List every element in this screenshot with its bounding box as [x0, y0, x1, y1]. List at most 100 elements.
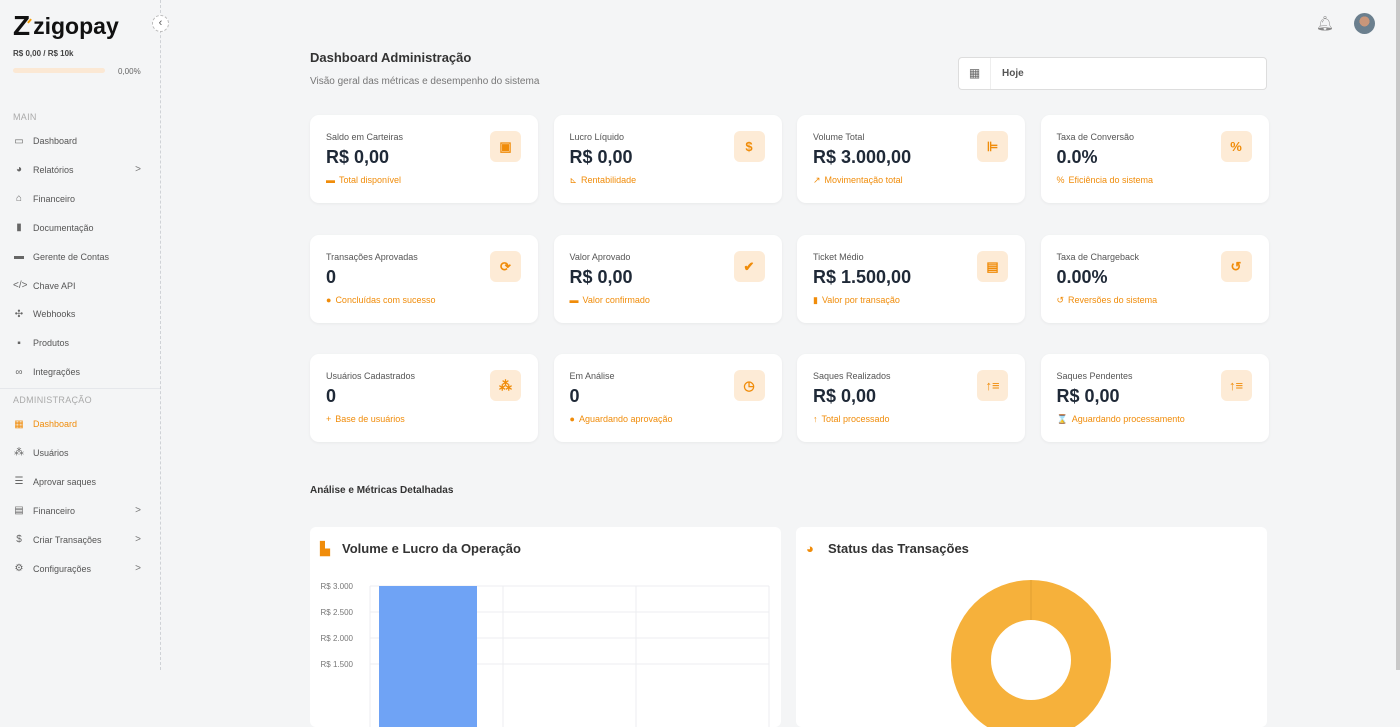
stat-card: Saldo em Carteiras R$ 0,00 ▬ Total dispon… — [310, 115, 538, 203]
percent-icon: % — [1220, 131, 1252, 162]
sidebar-item-label: Gerente de Contas — [33, 251, 110, 262]
sidebar-item-label: Documentação — [33, 222, 94, 233]
sidebar-item-financeiro[interactable]: ▤ Financeiro > — [13, 501, 148, 521]
sort-up-icon: ↑≡ — [1220, 370, 1252, 401]
sidebar-item-criar-transa-es[interactable]: $ Criar Transações > — [13, 530, 148, 550]
bell-icon[interactable]: 🔔︎ — [1316, 15, 1334, 31]
sidebar-item-usu-rios[interactable]: ⁂ Usuários — [13, 443, 148, 463]
stat-value: R$ 0,00 — [813, 386, 877, 406]
stat-card: Saques Realizados R$ 0,00 ↑ Total process… — [797, 354, 1025, 442]
stat-value: 0.00% — [1056, 266, 1108, 287]
bar — [379, 586, 477, 727]
sidebar-item-label: Webhooks — [33, 309, 76, 320]
calculator-icon: ▤ — [14, 505, 24, 517]
footer-icon: ↗ — [813, 175, 821, 185]
stat-value: R$ 0,00 — [326, 147, 390, 167]
box-icon: ▪ — [17, 337, 21, 349]
sidebar-item-financeiro[interactable]: ⌂ Financeiro — [13, 189, 148, 209]
stat-card: Usuários Cadastrados 0 + Base de usuários… — [310, 354, 538, 442]
footer-icon: ▬ — [569, 294, 579, 305]
users-icon: ⁂ — [490, 370, 521, 401]
chart-title: Volume e Lucro da Operação — [342, 541, 521, 556]
stat-footer: ▬ Total disponível — [326, 175, 401, 185]
checklist-icon: ☰ — [14, 476, 24, 488]
sidebar-item-label: Chave API — [33, 280, 76, 291]
collapse-sidebar-button[interactable]: ‹ — [152, 15, 169, 32]
stat-footer: ↑ Total processado — [813, 414, 890, 424]
gear-icon: ⚙ — [14, 563, 24, 574]
sidebar-item-webhooks[interactable]: ✣ Webhooks — [13, 304, 148, 324]
page-title: Dashboard Administração — [310, 50, 472, 65]
stat-value: R$ 0,00 — [1056, 386, 1120, 406]
stat-card: Saques Pendentes R$ 0,00 ⌛ Aguardando pro… — [1040, 354, 1269, 442]
sidebar-item-label: Dashboard — [33, 419, 78, 429]
stat-card: Ticket Médio R$ 1.500,00 ▮ Valor por tran… — [797, 234, 1025, 323]
stat-footer-text: Reversões do sistema — [1068, 294, 1158, 305]
sidebar-item-aprovar-saques[interactable]: ☰ Aprovar saques — [13, 472, 148, 492]
sidebar-item-integra-es[interactable]: ∞ Integrações — [13, 362, 148, 382]
y-tick-label: R$ 2.000 — [321, 634, 354, 643]
pie-chart-icon: ◕ — [15, 164, 23, 176]
dollar-icon: $ — [733, 131, 765, 162]
footer-icon: ⊾ — [569, 175, 578, 185]
stat-footer-text: Eficiência do sistema — [1068, 175, 1154, 185]
stat-title: Transações Aprovadas — [326, 251, 418, 262]
stat-card: Transações Aprovadas 0 ● Concluídas com s… — [310, 234, 538, 323]
footer-icon: ▬ — [326, 175, 335, 185]
stat-card: Valor Aprovado R$ 0,00 ▬ Valor confirmado… — [553, 234, 782, 323]
stat-footer: ● Concluídas com sucesso — [326, 295, 435, 305]
stat-card: Lucro Líquido R$ 0,00 ⊾ Rentabilidade $ — [553, 115, 782, 203]
stat-title: Em Análise — [569, 371, 615, 381]
section-main: MAIN — [13, 112, 37, 122]
stat-footer-text: Valor por transação — [821, 294, 900, 305]
stat-title: Saldo em Carteiras — [326, 132, 404, 142]
stat-title: Saques Realizados — [813, 371, 891, 381]
footer-icon: ↑ — [813, 414, 818, 424]
stat-footer-text: Base de usuários — [335, 414, 405, 424]
stat-title: Volume Total — [813, 132, 865, 142]
stat-value: R$ 0,00 — [569, 147, 633, 167]
sidebar-item-label: Dashboard — [33, 136, 78, 146]
brand-name: zigopay — [33, 12, 119, 39]
sidebar-item-configura-es[interactable]: ⚙ Configurações > — [13, 559, 148, 579]
monitor-icon: ▭ — [14, 135, 24, 147]
footer-icon: ● — [326, 294, 332, 305]
y-tick-label: R$ 2.500 — [321, 608, 354, 617]
sidebar-item-dashboard[interactable]: ▦ Dashboard — [13, 414, 148, 434]
donut-chart — [951, 580, 1111, 727]
webhook-icon: ✣ — [14, 308, 24, 320]
sidebar-item-produtos[interactable]: ▪ Produtos — [13, 333, 148, 353]
dashboard-icon: ▦ — [14, 418, 24, 430]
sidebar-item-label: Relatórios — [33, 164, 74, 175]
stat-footer-text: Rentabilidade — [581, 175, 637, 185]
stat-card: Volume Total R$ 3.000,00 ↗ Movimentação t… — [797, 115, 1025, 203]
stat-value: R$ 1.500,00 — [813, 266, 912, 287]
avatar[interactable] — [1354, 13, 1375, 34]
sidebar-item-dashboard[interactable]: ▭ Dashboard — [13, 131, 148, 151]
sidebar-item-label: Integrações — [33, 367, 81, 378]
stat-footer: + Base de usuários — [326, 414, 405, 424]
limit-progress-bar — [13, 68, 105, 73]
section-title: Análise e Métricas Detalhadas — [310, 485, 454, 496]
receipt-icon: ▤ — [977, 250, 1008, 282]
sidebar-item-gerente-de-contas[interactable]: ▬ Gerente de Contas — [13, 247, 148, 267]
bar-chart-icon: ▙ — [320, 541, 330, 556]
stat-footer-text: Valor confirmado — [582, 294, 650, 305]
stat-value: 0 — [326, 266, 337, 287]
chevron-right-icon: > — [135, 164, 141, 176]
check-circle-icon: ✔ — [733, 250, 765, 282]
volume-chart-panel: ▙ Volume e Lucro da Operação R$ 3.000 R$ … — [310, 527, 781, 727]
footer-icon: ● — [569, 414, 575, 424]
footer-icon: ⌛ — [1056, 414, 1068, 424]
sidebar-item-chave-api[interactable]: </> Chave API — [13, 276, 148, 296]
sidebar-item-label: Criar Transações — [33, 534, 102, 545]
stat-footer-text: Movimentação total — [824, 175, 903, 185]
stat-title: Taxa de Conversão — [1056, 132, 1135, 142]
sidebar-item-relat-rios[interactable]: ◕ Relatórios > — [13, 160, 148, 180]
scrollbar[interactable] — [1396, 0, 1400, 670]
briefcase-icon: ▬ — [14, 251, 24, 263]
sidebar-item-documenta-o[interactable]: ▮ Documentação — [13, 218, 148, 238]
date-filter[interactable]: ▦ Hoje — [958, 57, 1267, 90]
